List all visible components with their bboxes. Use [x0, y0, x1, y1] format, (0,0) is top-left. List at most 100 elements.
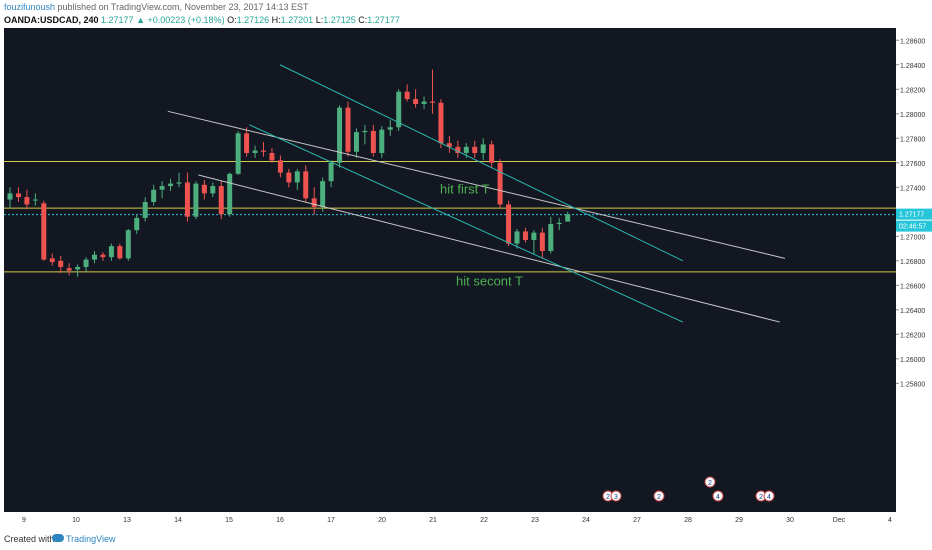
candle-down: [201, 184, 207, 194]
candle-down: [489, 144, 495, 163]
candle-down: [269, 152, 275, 161]
candle-up: [421, 101, 427, 104]
candle-down: [539, 232, 545, 252]
x-tick-label: 10: [72, 517, 80, 524]
high-value: 1.27201: [280, 15, 314, 25]
event-flag-icon: [712, 490, 724, 502]
event-count-label: 2: [657, 494, 661, 501]
candle-up: [83, 259, 89, 267]
candle-up: [235, 133, 241, 174]
candle-up: [7, 193, 13, 200]
ohlc-line: OANDA:USDCAD, 240 1.27177 ▲ +0.00223 (+0…: [4, 15, 400, 25]
candle-up: [328, 162, 334, 182]
candle-down: [446, 143, 452, 147]
y-tick-label: 1.26000: [900, 357, 925, 364]
trendline-white: [198, 174, 780, 323]
candle-up: [32, 199, 38, 201]
event-flag-icon: [653, 490, 665, 502]
annotation-label: hit secont T: [456, 273, 523, 288]
y-tick-label: 1.26600: [900, 283, 925, 290]
candle-up: [387, 127, 393, 130]
x-tick-label: 14: [174, 517, 182, 524]
x-tick-label: 9: [22, 517, 26, 524]
candle-up: [210, 186, 216, 194]
y-tick-label: 1.26400: [900, 308, 925, 315]
y-tick-label: 1.27400: [900, 185, 925, 192]
candle-up: [362, 130, 368, 133]
candle-up: [176, 182, 182, 184]
candle-down: [184, 182, 190, 217]
x-tick-label: 17: [327, 517, 335, 524]
candle-down: [24, 197, 30, 205]
y-tick-label: 1.25800: [900, 381, 925, 388]
candle-up: [320, 181, 326, 207]
x-tick-label: 29: [735, 517, 743, 524]
candle-up: [193, 183, 199, 217]
symbol-label[interactable]: OANDA:USDCAD, 240: [4, 15, 99, 25]
candle-down: [455, 146, 461, 153]
footer: Created with TradingView: [0, 528, 932, 550]
low-value: 1.27125: [323, 15, 356, 25]
published-text: published on TradingView.com, November 2…: [55, 2, 309, 12]
candle-down: [430, 101, 435, 103]
event-count-label: 2: [759, 494, 763, 501]
event-flag-icon: [763, 490, 775, 502]
annotation-label: hit first T: [440, 181, 490, 196]
trendline-white: [167, 110, 786, 259]
tradingview-brand-link[interactable]: TradingView: [66, 534, 116, 544]
candle-down: [277, 160, 283, 173]
x-tick-label: 28: [684, 517, 692, 524]
candle-up: [480, 144, 486, 153]
event-count-label: 2: [606, 494, 610, 501]
current-price-text: 1.27177: [899, 212, 924, 219]
candle-up: [565, 214, 571, 222]
price-axis[interactable]: 1.28600 1.28400 1.28200 1.28000 1.27800 1.276…: [896, 28, 932, 512]
y-tick-label: 1.28400: [900, 63, 925, 70]
event-count-label: 3: [614, 494, 618, 501]
low-label: L:: [315, 15, 324, 25]
candle-up: [252, 150, 258, 153]
candle-up: [151, 189, 157, 202]
candle-up: [353, 132, 359, 152]
candle-down: [472, 146, 478, 153]
candle-up: [108, 246, 114, 258]
author-link[interactable]: fouzifunoush: [4, 2, 56, 12]
time-axis[interactable]: 9 10 13 14 15 16 17 20 21 22 23 24 27 28 29 30 Dec 4: [4, 512, 896, 526]
y-tick-label: 1.26800: [900, 259, 925, 266]
publish-line: fouzifunoush published on TradingView.co…: [4, 2, 309, 12]
candle-down: [345, 107, 351, 152]
y-tick-label: 1.27000: [900, 234, 925, 241]
candle-up: [294, 171, 300, 183]
candle-down: [244, 133, 250, 153]
candle-down: [311, 198, 317, 207]
close-label: C:: [358, 15, 368, 25]
tradingview-logo-icon: [52, 534, 64, 542]
close-value: 1.27177: [367, 15, 400, 25]
candle-down: [404, 91, 410, 100]
candle-up: [531, 232, 537, 240]
candle-down: [370, 130, 376, 153]
candle-down: [261, 150, 266, 152]
candle-down: [218, 186, 224, 215]
time-axis-svg: 9 10 13 14 15 16 17 20 21 22 23 24 27 28 29 30 Dec 4: [22, 517, 892, 524]
x-tick-label: 16: [276, 517, 284, 524]
candle-down: [438, 102, 444, 144]
x-tick-label: 24: [582, 517, 590, 524]
candle-up: [337, 107, 343, 163]
candle-up: [379, 129, 385, 153]
current-price-badge: [896, 208, 932, 220]
candle-up: [227, 173, 233, 215]
x-tick-label: 23: [531, 517, 539, 524]
change-value: ▲ +0.00223 (+0.18%): [136, 15, 225, 25]
countdown-badge: [896, 220, 932, 232]
x-tick-label: Dec: [833, 517, 846, 524]
event-count-label: 4: [767, 494, 771, 501]
candle-up: [159, 186, 165, 190]
event-count-label: 2: [708, 480, 712, 487]
open-label: O:: [227, 15, 237, 25]
candle-up: [92, 254, 97, 260]
y-tick-label: 1.28000: [900, 112, 925, 119]
y-tick-label: 1.28200: [900, 87, 925, 94]
